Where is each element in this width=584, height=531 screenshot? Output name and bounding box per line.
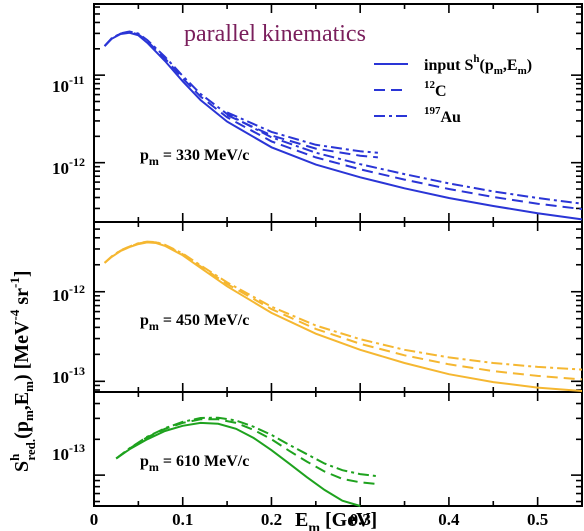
panel-label-330: pm = 330 MeV/c	[140, 147, 249, 168]
curves	[103, 30, 583, 507]
y-tick-label: 10-11	[52, 73, 84, 96]
x-tick-label: 0.5	[527, 510, 548, 529]
y-tick-label: 10-13	[52, 364, 85, 387]
panel-label-450: pm = 450 MeV/c	[140, 312, 249, 333]
x-tick-label: 0.1	[172, 510, 193, 529]
legend-label-carbon: 12C	[424, 79, 447, 100]
x-axis-label: Em [GeV]	[295, 509, 377, 531]
x-tick-labels: 0 0.1 0.2 0.3 0.4 0.5	[90, 510, 548, 529]
curve-top-dashdot-3	[226, 111, 378, 154]
legend-label-gold: 197Au	[424, 105, 461, 126]
legend-label-input: input Sh(pm,Em)	[424, 53, 532, 77]
tick-marks	[94, 4, 582, 506]
legend: input Sh(pm,Em) 12C 197Au	[374, 53, 532, 126]
curve-top-dashed-1	[103, 31, 583, 211]
x-tick-label: 0	[90, 510, 99, 529]
curve-bottom-dashed-1	[115, 418, 379, 486]
x-tick-label: 0.3	[350, 510, 371, 529]
curve-top-dashed-4	[226, 114, 378, 159]
x-tick-label: 0.4	[438, 510, 460, 529]
chart-title: parallel kinematics	[184, 21, 366, 47]
curve-bottom-dashdot-2	[115, 416, 379, 478]
x-tick-label: 0.2	[261, 510, 282, 529]
panel-label-610: pm = 610 MeV/c	[140, 453, 249, 474]
curve-top-dashdot-2	[103, 30, 583, 205]
curve-middle-dashdot-2	[103, 240, 583, 371]
y-axis-label: Shred.(pm,Em) [MeV-4 sr-1]	[7, 270, 38, 472]
y-tick-label: 10-13	[52, 441, 85, 464]
panel-frame-bottom	[93, 391, 583, 507]
y-tick-labels: 10-11 10-12 10-12 10-13 10-13	[52, 73, 85, 464]
y-tick-label: 10-12	[52, 155, 85, 178]
curve-bottom-solid-0	[115, 421, 361, 507]
curve-middle-dashed-1	[103, 240, 583, 381]
y-tick-label: 10-12	[52, 282, 85, 305]
